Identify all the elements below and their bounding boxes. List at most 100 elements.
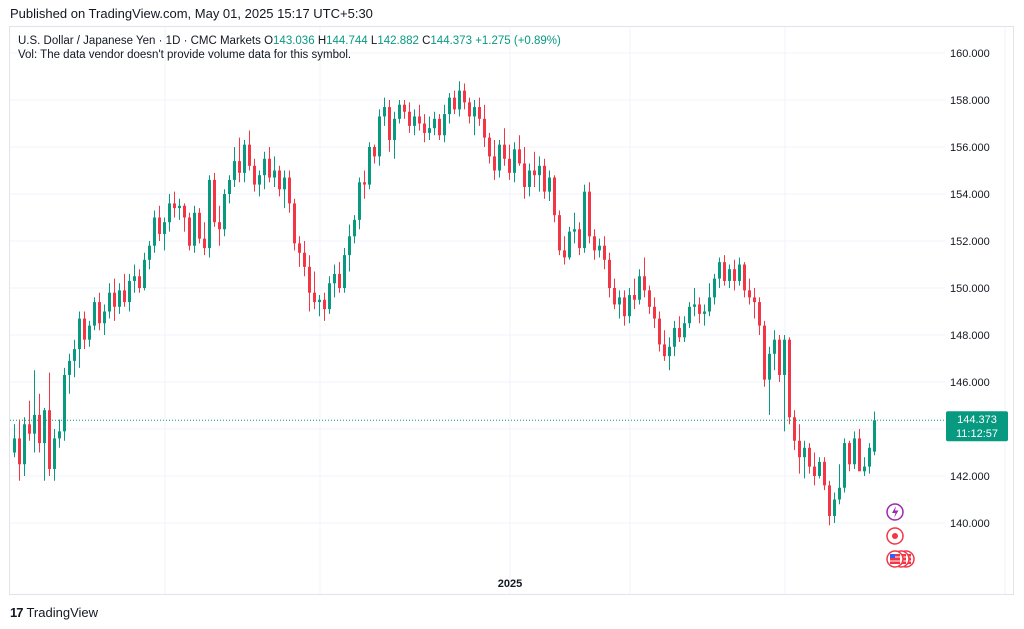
candle-body (843, 443, 846, 488)
candle-body (313, 292, 316, 303)
candle-body (308, 266, 311, 293)
candle-body (268, 158, 271, 178)
candle-body (118, 290, 121, 307)
candle-body (643, 276, 646, 291)
candle-body (13, 438, 16, 453)
candle-body (428, 128, 431, 133)
candle-body (358, 182, 361, 220)
candle-body (378, 116, 381, 157)
y-tick-label: 140.000 (950, 518, 990, 530)
candle-body (698, 304, 701, 314)
candle-body (348, 236, 351, 256)
candle-body (343, 255, 346, 288)
candle-body (858, 438, 861, 472)
candle-body (243, 144, 246, 173)
candle-body (388, 107, 391, 140)
candle-body (538, 165, 541, 176)
candle-body (173, 203, 176, 209)
candle-body (738, 264, 741, 281)
price-tag (946, 411, 1008, 442)
candle-body (793, 417, 796, 441)
candle-body (553, 177, 556, 216)
candle-body (163, 222, 166, 234)
candle-body (333, 273, 336, 284)
candle-body (588, 191, 591, 237)
y-tick-label: 158.000 (950, 95, 990, 107)
candle-body (153, 217, 156, 246)
candle-body (868, 447, 871, 467)
candle-body (298, 243, 301, 253)
candle-body (178, 205, 181, 209)
y-tick-label: 146.000 (950, 377, 990, 389)
candle-body (433, 118, 436, 129)
candle-body (578, 229, 581, 249)
close-label: C (422, 35, 431, 47)
candle-body (168, 203, 171, 223)
published-caption: Published on TradingView.com, May 01, 20… (10, 6, 373, 21)
candle-body (853, 438, 856, 465)
candle-body (613, 288, 616, 305)
candle-body (418, 116, 421, 124)
candle-body (748, 290, 751, 298)
candle-body (593, 236, 596, 251)
candle-body (638, 276, 641, 300)
candle-body (608, 259, 611, 288)
chart-frame[interactable] (9, 26, 1014, 595)
candle-body (218, 222, 221, 230)
candle-body (708, 297, 711, 312)
candle-body (503, 144, 506, 159)
close-value: 144.373 (430, 35, 472, 47)
candle-body (653, 306, 656, 319)
candle-body (723, 262, 726, 281)
candle-body (83, 318, 86, 340)
record-dot (892, 533, 898, 539)
candle-body (833, 499, 836, 516)
candle-body (758, 302, 761, 326)
candle-body (198, 212, 201, 239)
candle-body (798, 440, 801, 458)
candle-body (63, 374, 66, 432)
candle-body (508, 158, 511, 173)
candle-body (98, 302, 101, 324)
candle-body (408, 111, 411, 126)
candle-body (823, 461, 826, 486)
candle-body (463, 90, 466, 103)
symbol-title: U.S. Dollar / Japanese Yen · 1D · CMC Ma… (18, 35, 261, 47)
candle-body (353, 219, 356, 237)
candle-body (193, 212, 196, 246)
candle-body (293, 203, 296, 244)
low-value: 142.882 (377, 35, 419, 47)
candle-body (23, 424, 26, 465)
candle-body (288, 177, 291, 204)
candle-body (123, 290, 126, 303)
candle-body (403, 104, 406, 112)
candle-body (628, 295, 631, 317)
candle-body (533, 170, 536, 176)
candle-body (548, 177, 551, 192)
candle-body (93, 302, 96, 326)
candle-body (228, 179, 231, 194)
flag-stripes (890, 554, 900, 564)
candle-body (188, 217, 191, 246)
candle-body (623, 297, 626, 317)
candle-body (423, 123, 426, 133)
candle-body (88, 325, 91, 340)
candle-body (38, 414, 41, 444)
high-value: 144.744 (326, 35, 368, 47)
candle-body (648, 290, 651, 307)
candle-body (543, 165, 546, 192)
y-tick-label: 154.000 (950, 189, 990, 201)
candle-body (573, 229, 576, 232)
candle-body (53, 438, 56, 469)
candle-body (783, 339, 786, 375)
candle-body (33, 414, 36, 434)
y-tick-label: 142.000 (950, 471, 990, 483)
flag-canton (890, 554, 895, 558)
lightning-glyph (892, 506, 899, 518)
candle-body (488, 137, 491, 157)
y-tick-label: 148.000 (950, 330, 990, 342)
candle-body (478, 107, 481, 119)
candle-body (128, 280, 131, 303)
candle-body (68, 360, 71, 375)
